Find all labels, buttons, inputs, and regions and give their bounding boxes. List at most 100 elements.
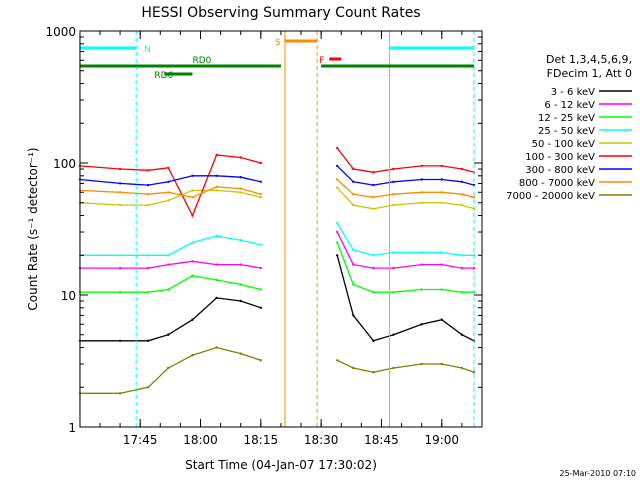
series-50-100-kev-point <box>460 203 464 207</box>
series-25-50-kev-point <box>167 254 170 257</box>
series-300-800-kev-point <box>191 174 194 177</box>
series-7000-20000-kev-point <box>420 362 423 366</box>
series-300-800-kev-line-1 <box>79 175 261 186</box>
series-25-50-kev-point <box>352 248 355 251</box>
series-25-50-kev-point <box>440 251 443 254</box>
series-25-50-kev-point <box>147 254 150 257</box>
series-800-7000-kev-line-2 <box>336 179 475 198</box>
series-25-50-kev-line-1 <box>79 235 261 256</box>
series-7000-20000-kev-point <box>118 392 122 395</box>
series-7000-20000-kev-point <box>440 362 443 366</box>
y-axis-label: Count Rate (s⁻¹ detector⁻¹) <box>26 147 40 310</box>
series-25-50-kev-point <box>336 222 339 225</box>
series-100-300-kev-point <box>167 166 170 169</box>
series-800-7000-kev-point <box>352 193 355 196</box>
series-12-25-kev-point <box>460 291 464 294</box>
series-layer <box>78 146 476 395</box>
series-3-6-kev-point <box>147 339 150 342</box>
footer-timestamp: 25-Mar-2010 07:10 <box>560 469 637 478</box>
series-800-7000-kev-point <box>460 193 464 196</box>
series-300-800-kev-point <box>215 174 218 177</box>
series-300-800-kev-point <box>372 183 375 187</box>
series-6-12-kev-point <box>440 263 443 266</box>
series-50-100-kev-point <box>440 201 443 204</box>
series-300-800-kev-point <box>118 182 122 185</box>
series-100-300-kev-point <box>215 153 218 157</box>
legend-label-100-300-kev: 100 - 300 keV <box>525 152 595 163</box>
series-6-12-kev-point <box>336 230 339 234</box>
chart-title: HESSI Observing Summary Count Rates <box>141 5 420 21</box>
x-tick-label: 19:00 <box>424 433 459 447</box>
series-100-300-kev-point <box>460 167 464 171</box>
series-50-100-kev-point <box>118 203 122 207</box>
series-7000-20000-kev-point <box>167 366 170 370</box>
series-25-50-kev-point <box>118 254 122 257</box>
series-100-300-kev-point <box>372 171 375 174</box>
annotation-layer: N RD0 RD6 S F <box>79 31 475 427</box>
legend-label-50-100-kev: 50 - 100 keV <box>532 139 596 150</box>
series-100-300-kev-point <box>336 146 339 150</box>
series-100-300-kev-point <box>259 161 262 165</box>
series-800-7000-kev-point <box>167 191 170 194</box>
series-800-7000-kev-point <box>191 196 194 199</box>
legend-label-3-6-kev: 3 - 6 keV <box>551 87 595 98</box>
series-7000-20000-kev-point <box>215 346 218 349</box>
series-12-25-kev-point <box>352 283 355 286</box>
series-100-300-kev-point <box>440 164 443 168</box>
series-300-800-kev-line-2 <box>336 165 475 186</box>
x-axis-label: Start Time (04-Jan-07 17:30:02) <box>185 458 377 472</box>
x-tick-label: 17:45 <box>123 433 158 447</box>
series-6-12-kev-point <box>118 266 122 270</box>
series-12-25-kev-point <box>147 291 150 294</box>
series-25-50-kev-point <box>259 243 262 246</box>
series-3-6-kev-point <box>440 318 443 321</box>
series-12-25-kev-point <box>259 288 262 291</box>
series-12-25-kev-point <box>420 288 423 291</box>
series-7000-20000-kev-point <box>336 359 339 362</box>
series-6-12-kev-point <box>147 266 150 270</box>
series-100-300-kev-point <box>191 214 194 217</box>
series-12-25-kev-point <box>392 291 395 294</box>
series-12-25-kev-point <box>336 241 339 244</box>
series-25-50-kev-point <box>460 254 464 257</box>
series-800-7000-kev-point <box>472 196 476 199</box>
series-50-100-kev-point <box>336 186 339 189</box>
series-12-25-kev-point <box>239 283 242 286</box>
series-6-12-kev-line-1 <box>79 260 261 269</box>
series-6-12-kev-line-2 <box>336 231 474 269</box>
legend-label-7000-20000-kev: 7000 - 20000 keV <box>506 191 595 202</box>
series-3-6-kev-point <box>372 339 375 342</box>
series-50-100-kev-point <box>420 201 423 204</box>
series-50-100-kev-point <box>352 203 355 207</box>
legend-label-12-25-kev: 12 - 25 keV <box>538 113 595 124</box>
series-3-6-kev-point <box>167 333 170 336</box>
y-tick-label: 100 <box>53 157 76 171</box>
x-tick-label: 18:15 <box>244 433 279 447</box>
y-tick-label: 10 <box>61 289 76 303</box>
series-25-50-kev-point <box>372 254 375 257</box>
series-300-800-kev-point <box>147 183 150 187</box>
series-800-7000-kev-point <box>147 193 150 196</box>
series-7000-20000-kev-point <box>259 359 262 362</box>
series-50-100-kev-point <box>147 203 150 207</box>
series-3-6-kev-point <box>118 339 122 342</box>
series-12-25-kev-point <box>118 291 122 294</box>
series-6-12-kev-point <box>167 263 170 266</box>
annotation-rd0-label: RD0 <box>192 56 211 66</box>
series-7000-20000-kev-point <box>372 371 375 374</box>
series-7000-20000-kev-line-2 <box>336 359 475 373</box>
series-12-25-kev-line-2 <box>336 242 474 293</box>
series-100-300-kev-line-1 <box>79 154 261 218</box>
series-3-6-kev-point <box>392 333 395 336</box>
plot-frame <box>79 30 483 428</box>
legend-label-6-12-kev: 6 - 12 keV <box>544 100 595 111</box>
series-3-6-kev-point <box>259 306 262 309</box>
series-300-800-kev-point <box>259 180 262 183</box>
series-12-25-kev-point <box>215 278 218 282</box>
series-300-800-kev-point <box>336 164 339 168</box>
series-3-6-kev-point <box>215 296 218 300</box>
series-25-50-kev-line-2 <box>336 222 474 256</box>
series-800-7000-kev-point <box>215 185 218 188</box>
y-tick-label: 1 <box>68 421 76 435</box>
